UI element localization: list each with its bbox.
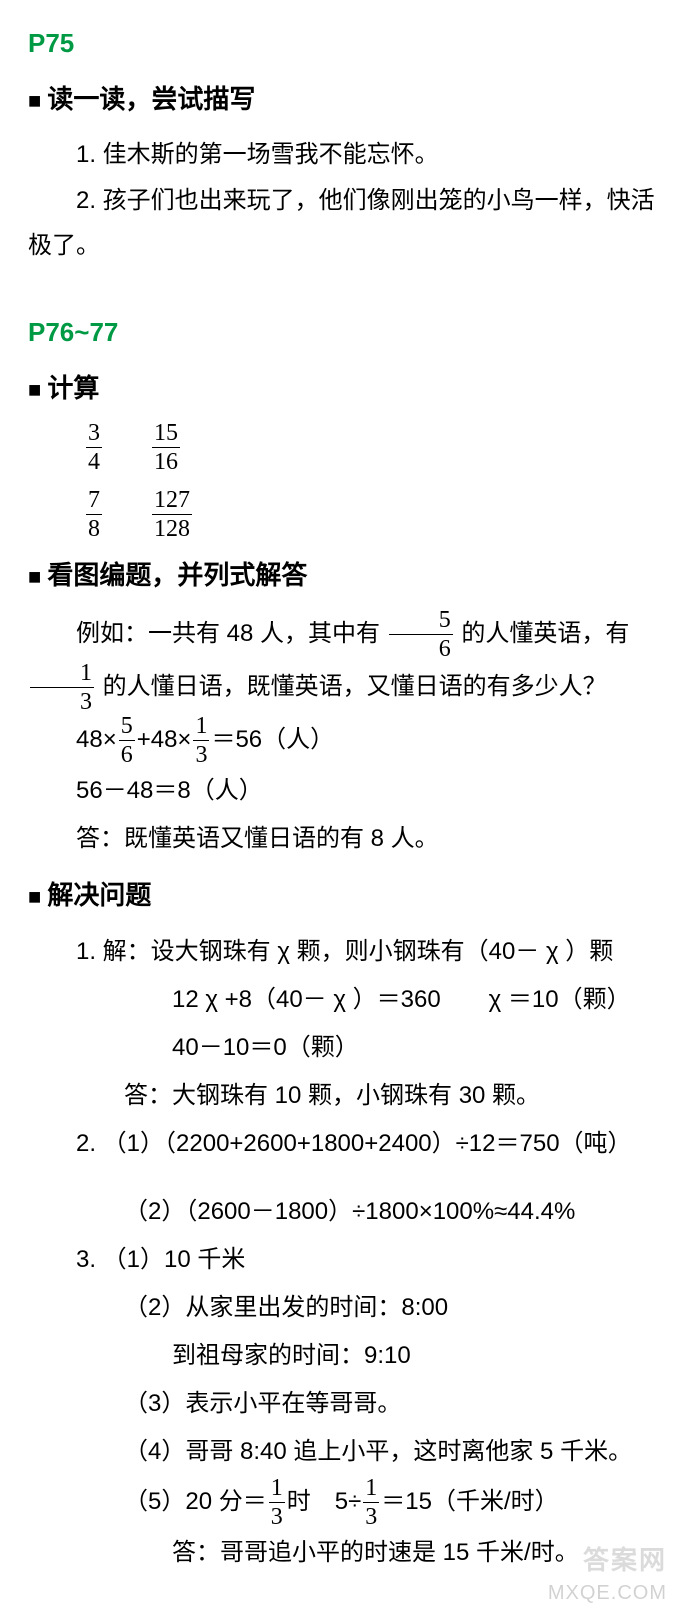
q1-ans: 答：大钢珠有 10 颗，小钢珠有 30 颗。: [124, 1072, 657, 1120]
q3-frac-1-3-b: 1 3: [363, 1476, 379, 1529]
picprob-eq2: 56－48＝8（人）: [76, 767, 657, 815]
q1-l3: 40－10＝0（颗）: [172, 1024, 657, 1072]
calc-grid: 3 4 15 16 7 8 127 128: [84, 421, 657, 541]
page-label-p76-77: P76~77: [28, 317, 657, 348]
frac-7-8: 7 8: [86, 488, 102, 541]
eq1-frac-5-6: 5 6: [119, 714, 135, 767]
picprob-frac-5-6: 5 6: [389, 608, 453, 661]
frac-127-128: 127 128: [152, 488, 192, 541]
section-title-calc: 计算: [28, 368, 657, 405]
read-item-2: 2. 孩子们也出来玩了，他们像刚出笼的小鸟一样，快活极了。: [28, 178, 657, 269]
q3-l4: （4）哥哥 8:40 追上小平，这时离他家 5 千米。: [124, 1428, 657, 1476]
watermark-en: MXQE.COM: [548, 1582, 667, 1605]
page-container: P75 读一读，尝试描写 1. 佳木斯的第一场雪我不能忘怀。 2. 孩子们也出来…: [0, 0, 685, 1617]
q3-l5: （5） 20 分＝ 1 3 时 5÷ 1 3 ＝15（千米/时）: [124, 1476, 657, 1529]
q3-l2: （2）从家里出发的时间：8:00: [124, 1284, 657, 1332]
calc-row-1: 3 4 15 16: [84, 421, 657, 474]
section-title-solve: 解决问题: [28, 875, 657, 912]
q3-l1: 3. （1）10 千米: [76, 1236, 657, 1284]
q3-frac-1-3-a: 1 3: [269, 1476, 285, 1529]
q1-l1: 1. 解：设大钢珠有 χ 颗，则小钢珠有（40－ χ ）颗: [76, 928, 657, 976]
q3-l3: （3）表示小平在等哥哥。: [124, 1380, 657, 1428]
picprob-frac-1-3: 1 3: [30, 661, 94, 714]
section-title-picprob: 看图编题，并列式解答: [28, 555, 657, 592]
picprob-intro-mid1: 的人懂英语，有: [461, 620, 629, 647]
frac-15-16: 15 16: [152, 421, 180, 474]
q3-l2b: 到祖母家的时间：9:10: [172, 1332, 657, 1380]
picprob-intro: 例如：一共有 48 人，其中有 5 6 的人懂英语，有 1 3 的人懂日语，既懂…: [28, 608, 657, 714]
q3-ans: 答：哥哥追小平的时速是 15 千米/时。: [172, 1529, 657, 1577]
calc-row-2: 7 8 127 128: [84, 488, 657, 541]
q2-l1: 2. （1）（2200+2600+1800+2400）÷12＝750（吨）: [76, 1120, 657, 1168]
picprob-ans: 答：既懂英语又懂日语的有 8 人。: [76, 815, 657, 863]
q1-l2: 12 χ +8（40－ χ ）＝360 χ ＝10（颗）: [172, 976, 657, 1024]
q2-l2: （2）（2600－1800）÷1800×100%≈44.4%: [124, 1188, 657, 1236]
picprob-intro-prefix: 例如：一共有 48 人，其中有: [76, 620, 380, 647]
frac-3-4: 3 4: [86, 421, 102, 474]
picprob-eq1: 48× 5 6 +48× 1 3 ＝56（人）: [76, 714, 657, 767]
read-item-1: 1. 佳木斯的第一场雪我不能忘怀。: [28, 132, 657, 178]
picprob-intro-tail: 的人懂日语，既懂英语，又懂日语的有多少人？: [103, 673, 607, 700]
eq1-frac-1-3: 1 3: [193, 714, 209, 767]
section-title-read: 读一读，尝试描写: [28, 79, 657, 116]
page-label-p75: P75: [28, 28, 657, 59]
